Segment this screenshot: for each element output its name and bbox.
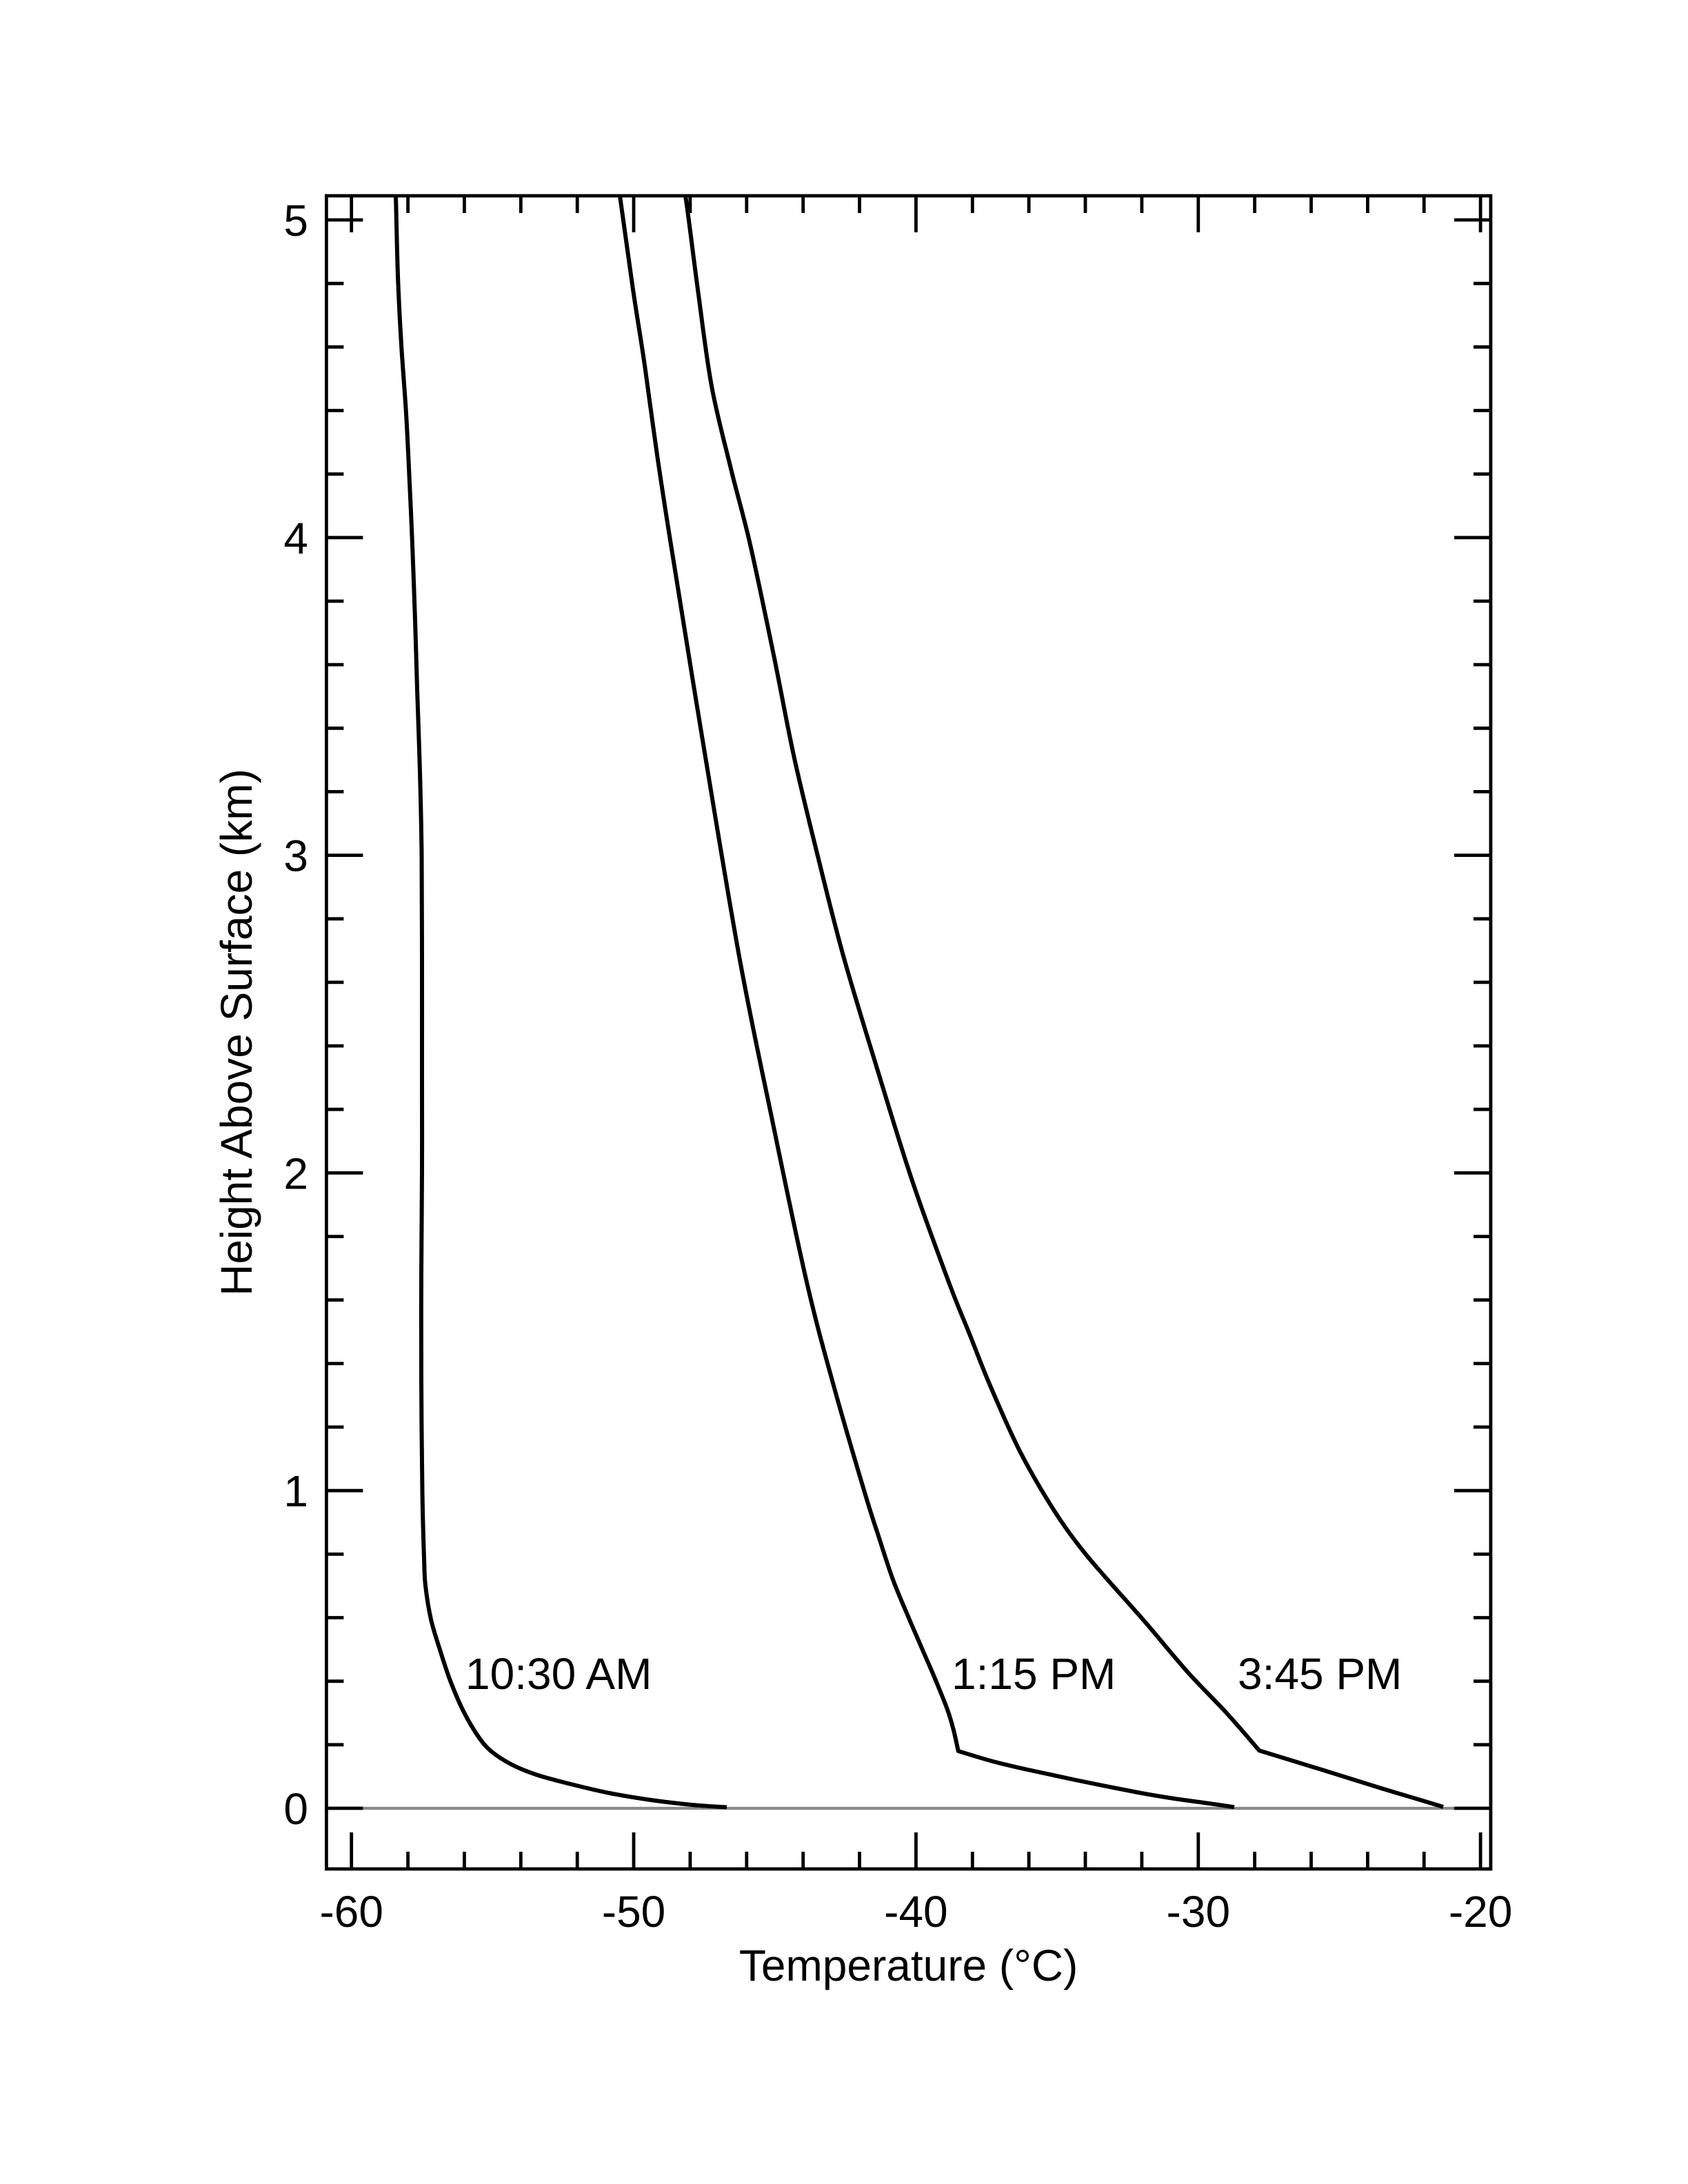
svg-text:10:30 AM: 10:30 AM [465,1649,652,1699]
svg-text:-60: -60 [319,1887,383,1937]
svg-text:-20: -20 [1449,1887,1513,1937]
svg-text:-40: -40 [884,1887,948,1937]
svg-text:2: 2 [283,1149,308,1198]
svg-text:3: 3 [283,831,308,881]
svg-text:1:15 PM: 1:15 PM [952,1649,1116,1699]
svg-text:0: 0 [283,1784,308,1834]
svg-text:5: 5 [283,196,308,245]
svg-text:-30: -30 [1167,1887,1231,1937]
svg-text:-50: -50 [602,1887,666,1937]
svg-text:Height Above Surface (km): Height Above Surface (km) [212,769,261,1296]
svg-text:3:45 PM: 3:45 PM [1238,1649,1402,1699]
svg-text:Temperature (°C): Temperature (°C) [739,1941,1078,1990]
svg-text:4: 4 [283,514,308,563]
svg-text:1: 1 [283,1466,308,1516]
